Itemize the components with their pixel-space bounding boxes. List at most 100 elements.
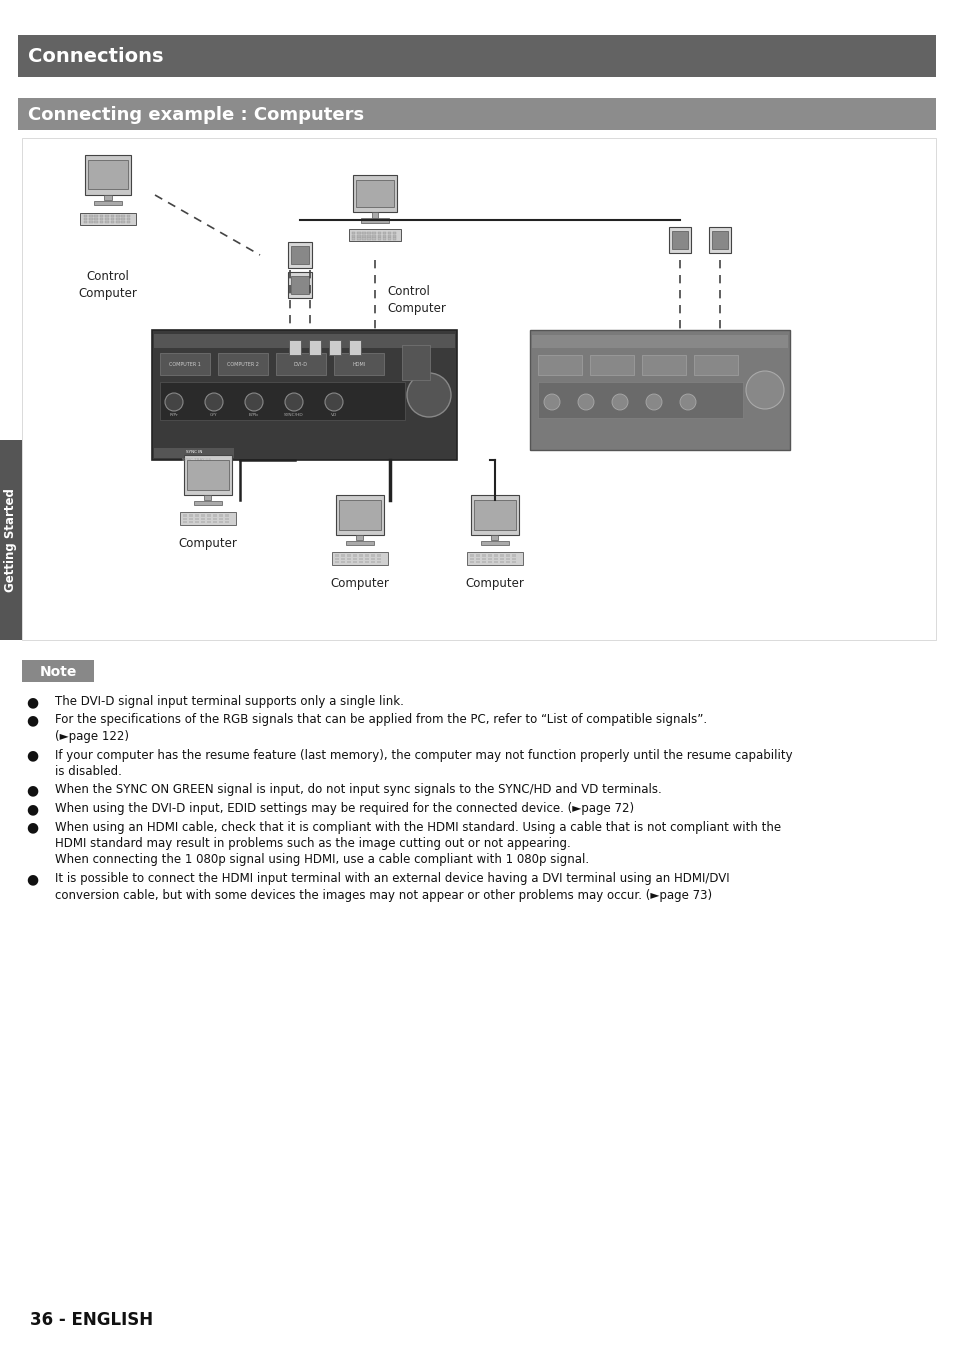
Text: Getting Started: Getting Started <box>5 489 17 591</box>
Bar <box>367 235 371 236</box>
Bar <box>499 555 503 556</box>
Bar <box>491 535 497 540</box>
Bar <box>22 138 935 640</box>
Bar <box>505 560 510 563</box>
Bar <box>288 242 312 269</box>
Bar <box>362 235 365 236</box>
Bar <box>349 340 360 355</box>
Bar <box>708 227 730 252</box>
Bar <box>80 212 135 225</box>
Bar <box>189 521 193 522</box>
Bar <box>153 333 455 348</box>
Bar <box>94 215 98 217</box>
Bar <box>494 555 497 556</box>
Text: is disabled.: is disabled. <box>55 765 122 778</box>
Text: SYNC IN: SYNC IN <box>186 450 202 454</box>
Text: B/Pb: B/Pb <box>249 413 258 417</box>
Bar <box>387 235 391 236</box>
Bar <box>346 541 374 545</box>
Bar <box>377 238 380 239</box>
Text: (►page 122): (►page 122) <box>55 730 129 742</box>
Bar <box>512 555 516 556</box>
Bar <box>183 514 187 517</box>
Bar <box>160 352 210 375</box>
Bar <box>204 495 211 500</box>
Circle shape <box>407 373 451 417</box>
Text: 36 - ENGLISH: 36 - ENGLISH <box>30 1311 153 1328</box>
Text: When using an HDMI cable, check that it is compliant with the HDMI standard. Usi: When using an HDMI cable, check that it … <box>55 821 781 833</box>
Circle shape <box>165 393 183 410</box>
Text: conversion cable, but with some devices the images may not appear or other probl: conversion cable, but with some devices … <box>55 888 711 902</box>
Bar <box>289 340 301 355</box>
Bar <box>480 541 509 545</box>
Circle shape <box>325 393 343 410</box>
Text: The DVI-D signal input terminal supports only a single link.: The DVI-D signal input terminal supports… <box>55 695 403 707</box>
Bar <box>100 221 103 223</box>
Bar <box>353 176 396 212</box>
Bar <box>377 235 380 236</box>
Bar <box>641 355 685 375</box>
Bar <box>225 521 229 522</box>
Bar <box>288 271 312 298</box>
Bar <box>693 355 738 375</box>
Bar <box>499 558 503 560</box>
Bar <box>218 352 268 375</box>
Bar <box>355 180 394 208</box>
Bar <box>589 355 634 375</box>
Bar <box>335 555 338 556</box>
Bar <box>94 221 98 223</box>
Text: ●: ● <box>26 821 38 834</box>
Bar <box>332 552 388 566</box>
Bar <box>111 221 114 223</box>
Text: Computer: Computer <box>465 576 524 590</box>
Bar <box>358 560 363 563</box>
Bar <box>207 521 211 522</box>
Bar <box>476 558 479 560</box>
Bar <box>372 235 375 236</box>
Bar <box>347 560 351 563</box>
Bar <box>334 352 384 375</box>
Bar <box>219 514 223 517</box>
Bar <box>471 495 518 535</box>
Bar <box>291 246 309 265</box>
Bar <box>494 558 497 560</box>
Bar <box>335 495 384 535</box>
Bar <box>711 231 727 248</box>
Bar <box>382 235 386 236</box>
Text: HDMI: HDMI <box>352 362 365 366</box>
Bar <box>362 238 365 239</box>
Bar <box>362 232 365 234</box>
Circle shape <box>745 371 783 409</box>
Bar <box>376 558 380 560</box>
Bar <box>194 521 199 522</box>
Bar <box>184 455 232 495</box>
Bar <box>207 514 211 517</box>
Bar <box>353 555 356 556</box>
Bar <box>356 232 360 234</box>
Text: When using the DVI-D input, EDID settings may be required for the connected devi: When using the DVI-D input, EDID setting… <box>55 802 634 815</box>
Bar <box>100 215 103 217</box>
Bar <box>335 558 338 560</box>
Bar <box>365 555 369 556</box>
Bar <box>387 238 391 239</box>
Text: ●: ● <box>26 802 38 815</box>
Bar <box>201 517 205 520</box>
Bar <box>193 501 222 505</box>
Bar <box>201 514 205 517</box>
Bar <box>225 514 229 517</box>
Bar <box>22 660 94 682</box>
Text: It is possible to connect the HDMI input terminal with an external device having: It is possible to connect the HDMI input… <box>55 872 729 886</box>
Bar <box>481 558 485 560</box>
Bar <box>488 558 492 560</box>
Text: ●: ● <box>26 872 38 886</box>
Bar <box>111 215 114 217</box>
Circle shape <box>285 393 303 410</box>
Bar <box>84 221 88 223</box>
Bar <box>89 217 92 220</box>
Bar <box>127 215 131 217</box>
Bar <box>94 217 98 220</box>
Bar <box>104 194 112 200</box>
Bar <box>160 382 405 420</box>
Bar <box>530 329 789 450</box>
Bar <box>376 555 380 556</box>
